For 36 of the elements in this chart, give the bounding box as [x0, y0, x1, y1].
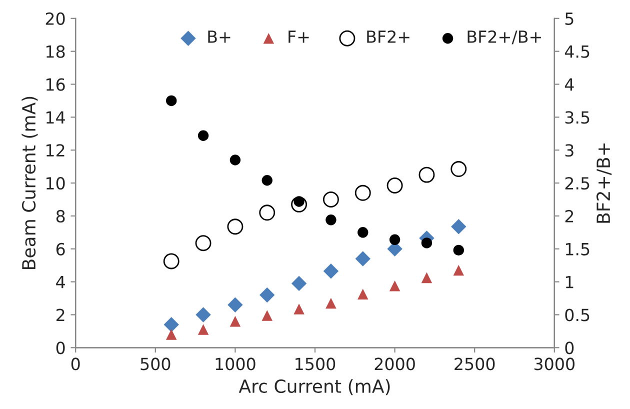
y2-tick-label: 4 — [564, 78, 574, 91]
x-tick-label: 3000 — [534, 358, 574, 370]
y-tick-label: 6 — [56, 242, 65, 256]
y-tick-label: 8 — [56, 210, 65, 223]
y2-tick-label: 3.5 — [565, 111, 590, 124]
legend-label: F+ — [288, 30, 309, 43]
x-tick-label: 1500 — [296, 358, 336, 370]
x-tick-label: 1000 — [216, 358, 256, 370]
y-tick-label: 16 — [46, 78, 65, 91]
y-tick-label: 10 — [46, 176, 65, 190]
x-tick-label: 500 — [140, 358, 170, 370]
y2-tick-label: 0.5 — [565, 308, 590, 322]
legend-label: B+ — [208, 30, 230, 43]
x-tick-label: 2000 — [374, 358, 415, 370]
y-tick-label: 4 — [56, 276, 65, 288]
y2-tick-label: 2 — [565, 210, 574, 222]
y-tick-label: 2 — [56, 308, 64, 322]
y-tick-label: 20 — [46, 12, 65, 25]
x-axis-title: Arc Current (mA) — [238, 379, 390, 396]
y2-tick-label: 1 — [566, 276, 574, 288]
y-tick-label: 14 — [46, 111, 65, 124]
y2-tick-label: 2.5 — [565, 176, 590, 190]
y2-tick-label: 1.5 — [566, 243, 590, 256]
y2-tick-label: 0 — [565, 342, 574, 354]
y2-tick-label: 3 — [565, 144, 574, 157]
y-axis-title: Beam Current (mA) — [22, 96, 38, 269]
y2-axis-title: BF2+/B+ — [596, 143, 612, 223]
legend-label: BF2+/B+ — [468, 30, 541, 44]
y2-tick-label: 4.5 — [564, 46, 590, 58]
legend-label: BF2+ — [367, 30, 410, 43]
y2-tick-label: 5 — [565, 12, 574, 25]
x-tick-label: 0 — [71, 358, 80, 370]
y-tick-label: 0 — [56, 342, 65, 354]
y-tick-label: 12 — [46, 144, 64, 156]
y-tick-label: 18 — [46, 45, 65, 58]
x-tick-label: 2500 — [454, 358, 495, 370]
